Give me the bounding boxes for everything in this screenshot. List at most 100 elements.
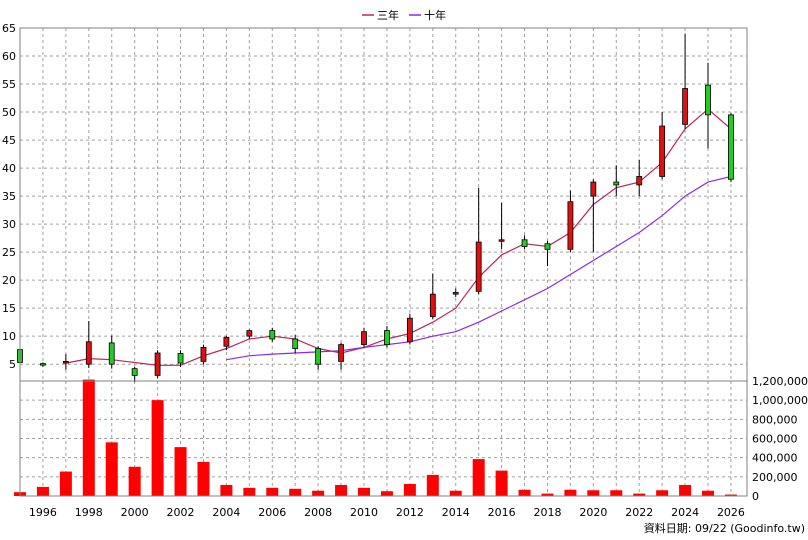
- candle-body: [85, 341, 92, 365]
- candle-body: [567, 201, 574, 250]
- candle-body: [384, 330, 390, 345]
- price-axis: 5 10 15 20 25 30 35 40 45 50 55 60 65: [2, 22, 16, 371]
- price-tick-label: 20: [2, 274, 16, 287]
- candle: [728, 113, 734, 183]
- candle-body: [154, 352, 161, 376]
- candle-body: [62, 360, 69, 364]
- candle: [406, 313, 413, 345]
- candle: [590, 179, 597, 253]
- candle-body: [40, 363, 46, 366]
- volume-bar: [220, 484, 233, 496]
- candle-body: [223, 336, 230, 347]
- candle: [384, 326, 390, 348]
- volume-bar: [128, 466, 141, 496]
- candle-body: [429, 293, 436, 317]
- candle: [544, 240, 551, 267]
- candle: [475, 187, 482, 295]
- volume-bar: [105, 442, 118, 496]
- price-tick-label: 55: [2, 78, 16, 91]
- x-tick-label: 2022: [625, 506, 653, 519]
- candle-body: [544, 243, 551, 250]
- series-line-3y: [65, 108, 732, 366]
- volume-bar: [495, 470, 508, 496]
- candle: [223, 336, 230, 351]
- volume-bar: [312, 490, 325, 496]
- volume-bar: [36, 486, 49, 496]
- x-tick-label: 2000: [121, 506, 149, 519]
- price-tick-label: 40: [2, 162, 16, 175]
- volume-tick-label: 0: [752, 490, 759, 503]
- candle: [636, 159, 643, 197]
- volume-tick-label: 800,000: [752, 413, 798, 426]
- candle: [62, 354, 69, 370]
- candle: [200, 344, 207, 365]
- volume-tick-label: 200,000: [752, 471, 798, 484]
- x-tick-label: 2006: [258, 506, 286, 519]
- price-tick-label: 50: [2, 106, 16, 119]
- x-axis: 1996 1998 2000 2002 2004 2006 2008 2010 2012 2014…: [29, 506, 745, 519]
- source-note: 資料日期: 09/22 (Goodinfo.tw): [644, 521, 805, 535]
- price-tick-label: 15: [2, 302, 16, 315]
- x-tick-label: 2026: [717, 506, 745, 519]
- volume-bar: [82, 379, 95, 496]
- volume-bars: [14, 379, 737, 496]
- candle-body: [475, 241, 482, 292]
- candle: [292, 335, 299, 353]
- price-grid: [20, 28, 747, 381]
- volume-bar: [679, 484, 692, 496]
- volume-bar: [656, 490, 669, 496]
- candle: [429, 273, 436, 320]
- candle: [108, 335, 115, 369]
- candle-body: [246, 330, 253, 337]
- candle: [613, 165, 620, 197]
- volume-bar: [403, 484, 416, 496]
- candle: [85, 321, 92, 369]
- candle: [705, 62, 711, 149]
- volume-bar: [518, 489, 531, 496]
- volume-tick-label: 600,000: [752, 433, 798, 446]
- candle: [338, 342, 344, 370]
- x-tick-label: 2008: [304, 506, 332, 519]
- x-tick-label: 1996: [29, 506, 57, 519]
- candle: [498, 202, 505, 250]
- volume-bar: [564, 489, 577, 496]
- x-tick-label: 2024: [671, 506, 699, 519]
- candle: [131, 366, 138, 383]
- volume-bar: [610, 490, 623, 496]
- candle: [567, 190, 574, 253]
- x-tick-label: 2010: [350, 506, 378, 519]
- candle: [246, 329, 253, 339]
- candle: [154, 350, 161, 379]
- volume-bar: [197, 461, 210, 496]
- legend-label-3y: 三年: [377, 8, 399, 22]
- x-tick-label: 1998: [75, 506, 103, 519]
- volume-bar: [289, 488, 302, 496]
- candle: [452, 288, 459, 297]
- candle: [269, 327, 276, 342]
- candle: [40, 362, 46, 367]
- moving-average-lines: [65, 108, 732, 366]
- candle-body: [498, 239, 505, 242]
- price-tick-label: 30: [2, 218, 16, 231]
- volume-bar: [587, 490, 600, 496]
- candle-body: [292, 338, 299, 349]
- x-tick-label: 2014: [442, 506, 470, 519]
- candle-body: [452, 292, 459, 295]
- price-tick-label: 10: [2, 330, 16, 343]
- candle: [682, 33, 688, 129]
- price-tick-label: 45: [2, 134, 16, 147]
- legend-label-10y: 十年: [424, 8, 446, 22]
- candle-body: [269, 330, 276, 340]
- price-tick-label: 65: [2, 22, 16, 35]
- candle: [521, 235, 528, 250]
- price-tick-label: 60: [2, 50, 16, 63]
- legend: 三年 十年: [362, 8, 446, 22]
- candle: [177, 350, 184, 367]
- candle-body: [590, 181, 597, 197]
- volume-bar: [266, 487, 279, 496]
- volume-bar: [174, 447, 187, 496]
- candle-body: [177, 353, 184, 364]
- volume-bar: [426, 474, 439, 496]
- candle-body: [728, 114, 734, 180]
- volume-tick-label: 400,000: [752, 452, 798, 465]
